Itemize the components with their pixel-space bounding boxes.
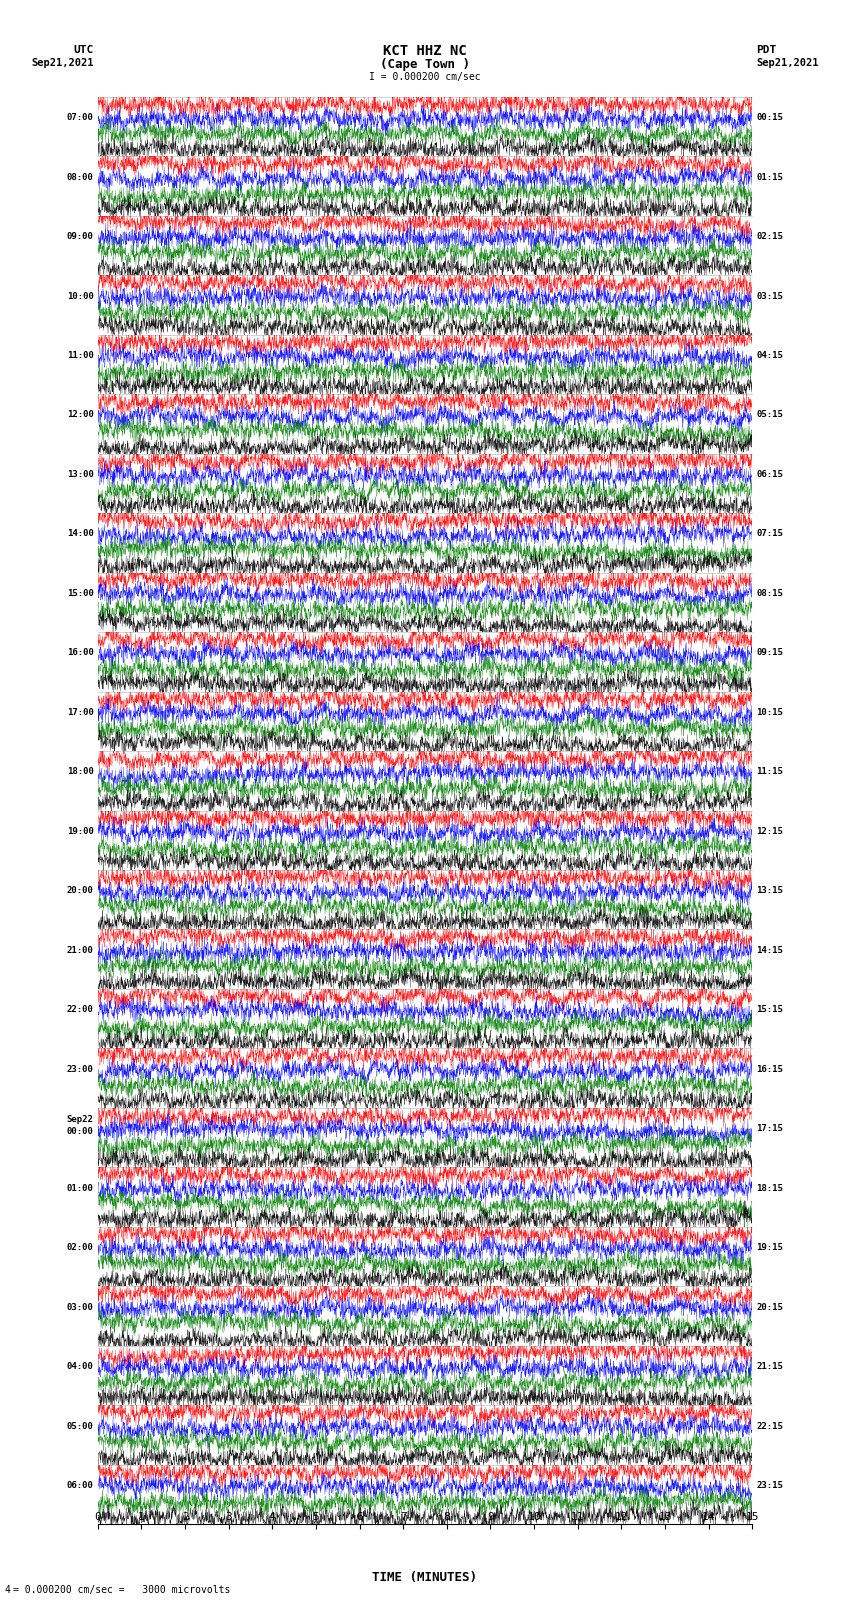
Text: 02:00: 02:00 [66, 1244, 94, 1252]
Text: 18:15: 18:15 [756, 1184, 784, 1192]
Text: 01:00: 01:00 [66, 1184, 94, 1192]
Text: 03:15: 03:15 [756, 292, 784, 300]
Text: 05:00: 05:00 [66, 1421, 94, 1431]
Text: Sep21,2021: Sep21,2021 [31, 58, 94, 68]
Text: TIME (MINUTES): TIME (MINUTES) [372, 1571, 478, 1584]
Text: 13:00: 13:00 [66, 469, 94, 479]
Text: 09:15: 09:15 [756, 648, 784, 658]
Text: 12:00: 12:00 [66, 410, 94, 419]
Text: 06:00: 06:00 [66, 1481, 94, 1490]
Text: 15:00: 15:00 [66, 589, 94, 598]
Text: 12:15: 12:15 [756, 827, 784, 836]
Text: 23:15: 23:15 [756, 1481, 784, 1490]
Text: 08:00: 08:00 [66, 173, 94, 182]
Text: 13:15: 13:15 [756, 886, 784, 895]
Text: 00:15: 00:15 [756, 113, 784, 123]
Text: 17:15: 17:15 [756, 1124, 784, 1134]
Text: 15:15: 15:15 [756, 1005, 784, 1015]
Text: 10:00: 10:00 [66, 292, 94, 300]
Text: 22:15: 22:15 [756, 1421, 784, 1431]
Text: Sep22: Sep22 [66, 1115, 94, 1124]
Text: 4: 4 [4, 1586, 10, 1595]
Text: 19:00: 19:00 [66, 827, 94, 836]
Text: 16:15: 16:15 [756, 1065, 784, 1074]
Text: Sep21,2021: Sep21,2021 [756, 58, 819, 68]
Text: 16:00: 16:00 [66, 648, 94, 658]
Text: 04:00: 04:00 [66, 1361, 94, 1371]
Text: 11:15: 11:15 [756, 768, 784, 776]
Text: 21:15: 21:15 [756, 1361, 784, 1371]
Text: 23:00: 23:00 [66, 1065, 94, 1074]
Text: 11:00: 11:00 [66, 352, 94, 360]
Text: 06:15: 06:15 [756, 469, 784, 479]
Text: 09:00: 09:00 [66, 232, 94, 240]
Text: 07:15: 07:15 [756, 529, 784, 539]
Text: 01:15: 01:15 [756, 173, 784, 182]
Text: 17:00: 17:00 [66, 708, 94, 716]
Text: 21:00: 21:00 [66, 945, 94, 955]
Text: 20:00: 20:00 [66, 886, 94, 895]
Text: UTC: UTC [73, 45, 94, 55]
Text: 18:00: 18:00 [66, 768, 94, 776]
Text: 10:15: 10:15 [756, 708, 784, 716]
Text: (Cape Town ): (Cape Town ) [380, 58, 470, 71]
Text: 05:15: 05:15 [756, 410, 784, 419]
Text: 14:15: 14:15 [756, 945, 784, 955]
Text: 00:00: 00:00 [66, 1127, 94, 1136]
Text: I = 0.000200 cm/sec: I = 0.000200 cm/sec [369, 73, 481, 82]
Text: 22:00: 22:00 [66, 1005, 94, 1015]
Text: 08:15: 08:15 [756, 589, 784, 598]
Text: KCT HHZ NC: KCT HHZ NC [383, 44, 467, 58]
Text: 20:15: 20:15 [756, 1303, 784, 1311]
Text: = 0.000200 cm/sec =   3000 microvolts: = 0.000200 cm/sec = 3000 microvolts [13, 1586, 230, 1595]
Text: 02:15: 02:15 [756, 232, 784, 240]
Text: 04:15: 04:15 [756, 352, 784, 360]
Text: 03:00: 03:00 [66, 1303, 94, 1311]
Text: PDT: PDT [756, 45, 777, 55]
Text: 14:00: 14:00 [66, 529, 94, 539]
Text: 07:00: 07:00 [66, 113, 94, 123]
Text: 19:15: 19:15 [756, 1244, 784, 1252]
